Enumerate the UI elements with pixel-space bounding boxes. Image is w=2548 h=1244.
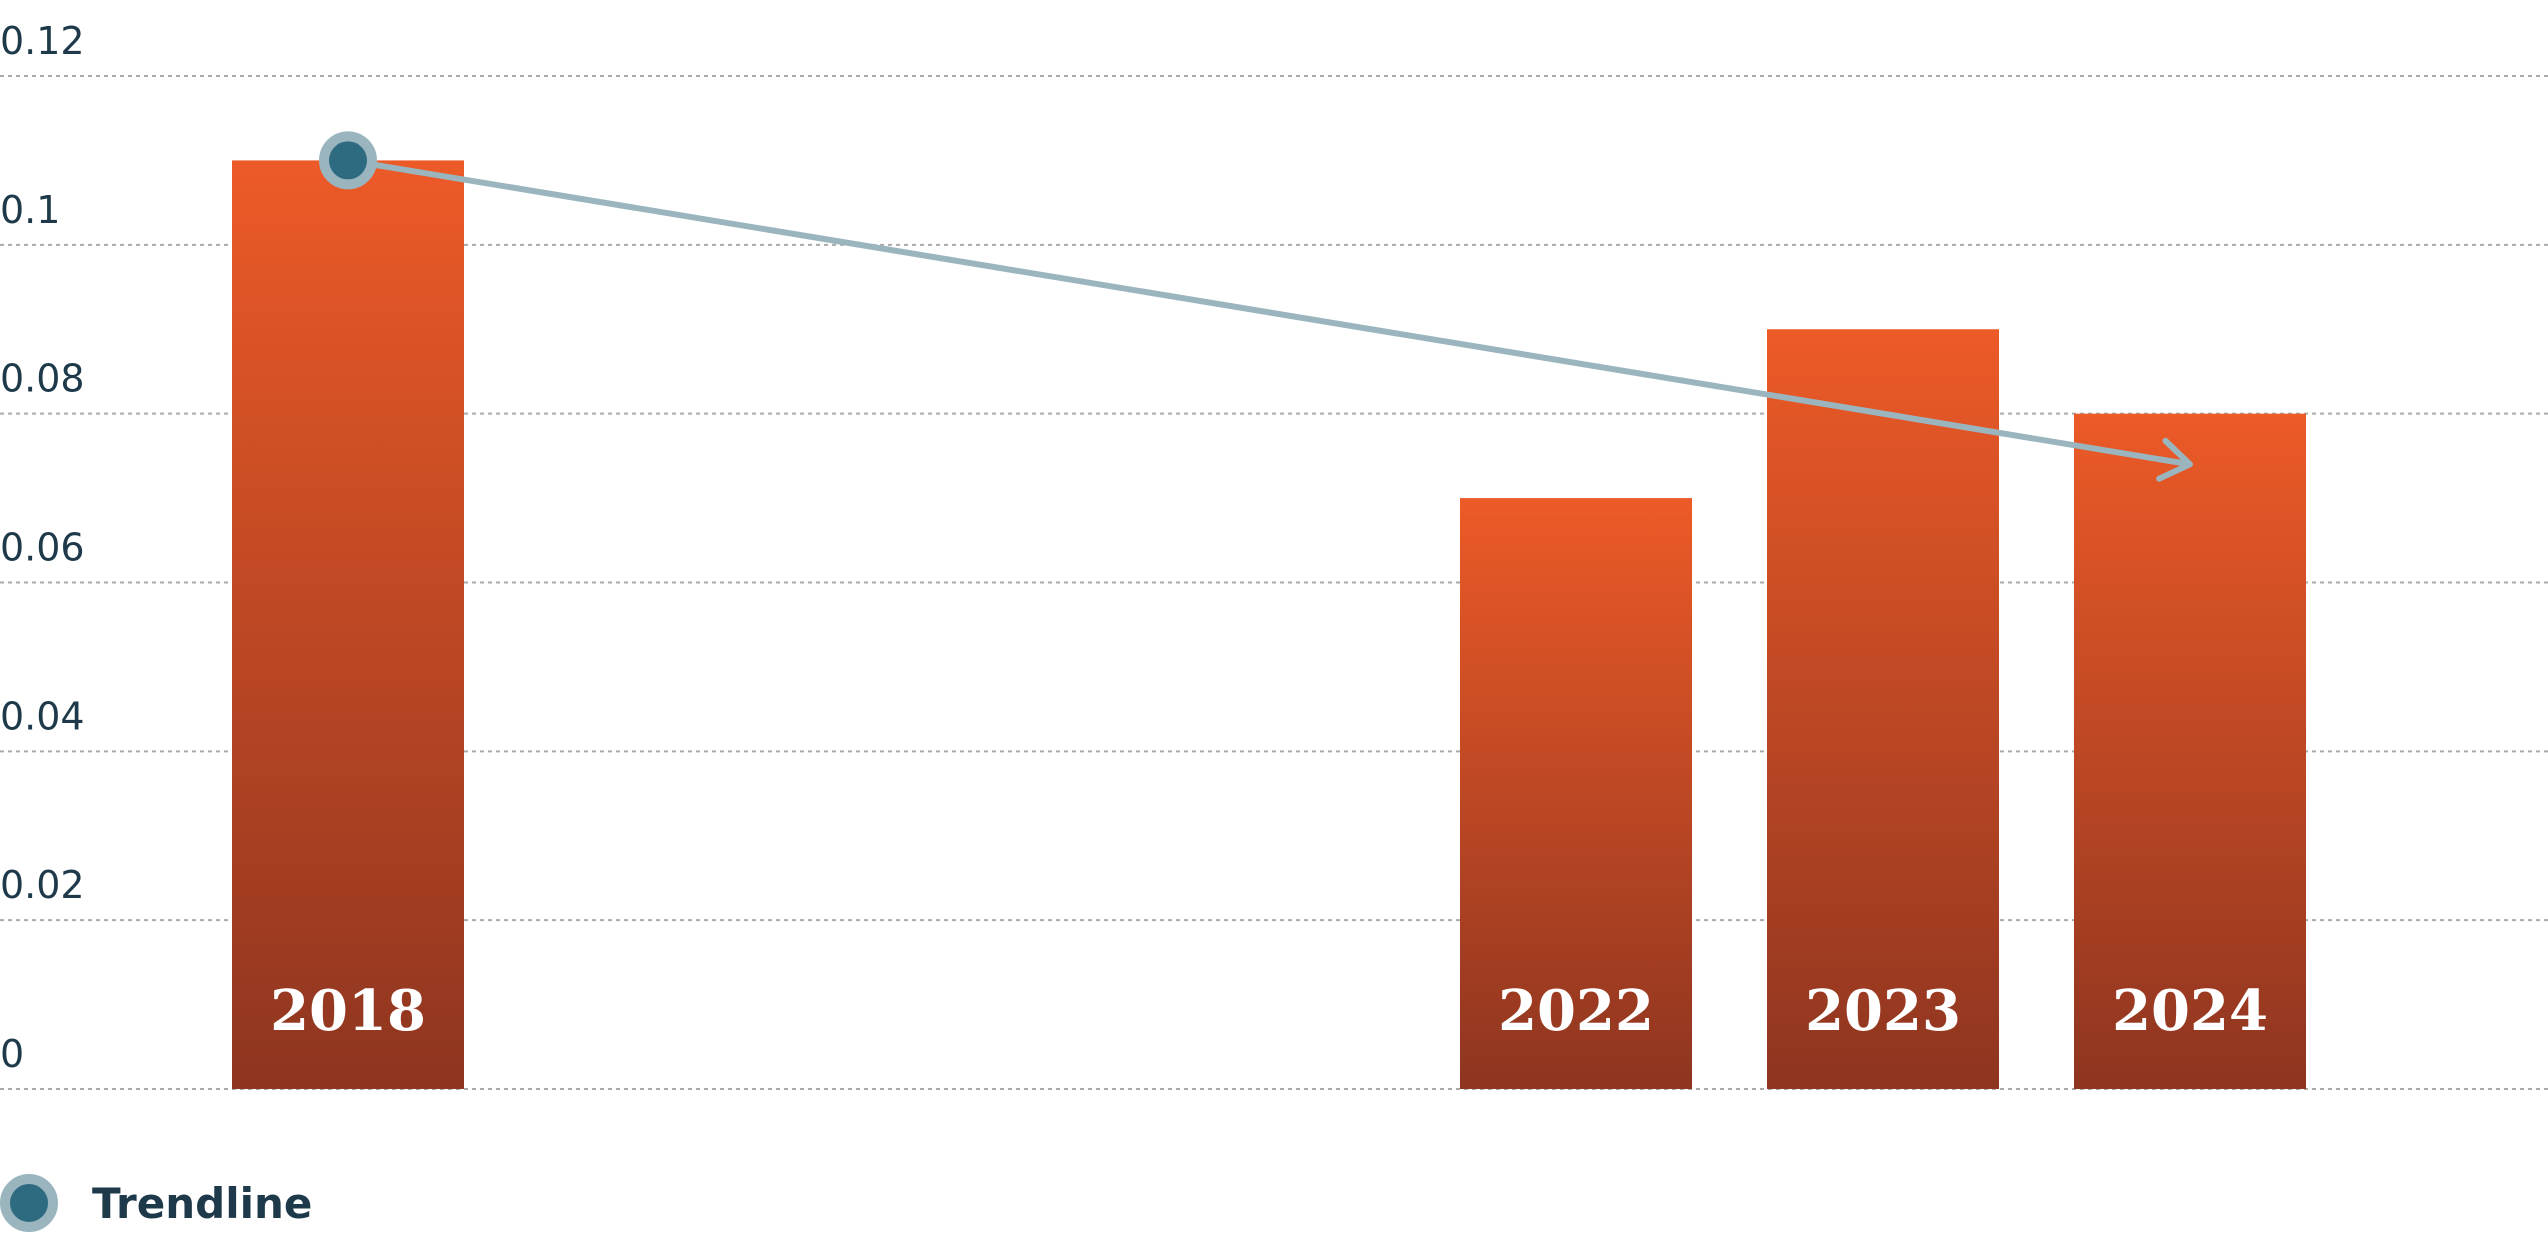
bar (1767, 329, 1999, 1089)
trendline (347, 157, 2191, 468)
y-tick-label: 0.1 (0, 188, 60, 232)
y-tick-label: 0.04 (0, 694, 85, 738)
legend-marker (0, 1174, 58, 1232)
y-tick-label: 0 (0, 1032, 24, 1076)
bar-year-label: 2024 (2112, 978, 2268, 1044)
legend-label: Trendline (92, 1179, 312, 1228)
y-tick-label: 0.12 (0, 19, 85, 63)
bar (232, 160, 464, 1089)
y-tick-label: 0.06 (0, 526, 85, 570)
bar-year-label: 2022 (1498, 978, 1654, 1044)
bar (2074, 413, 2306, 1090)
trendline-arrowhead (2156, 437, 2193, 482)
bar-year-label: 2018 (270, 978, 426, 1044)
bar-year-label: 2023 (1805, 978, 1961, 1044)
trendline-marker (319, 131, 377, 190)
y-tick-label: 0.08 (0, 357, 85, 401)
bar (1460, 498, 1692, 1089)
y-tick-label: 0.02 (0, 863, 85, 907)
